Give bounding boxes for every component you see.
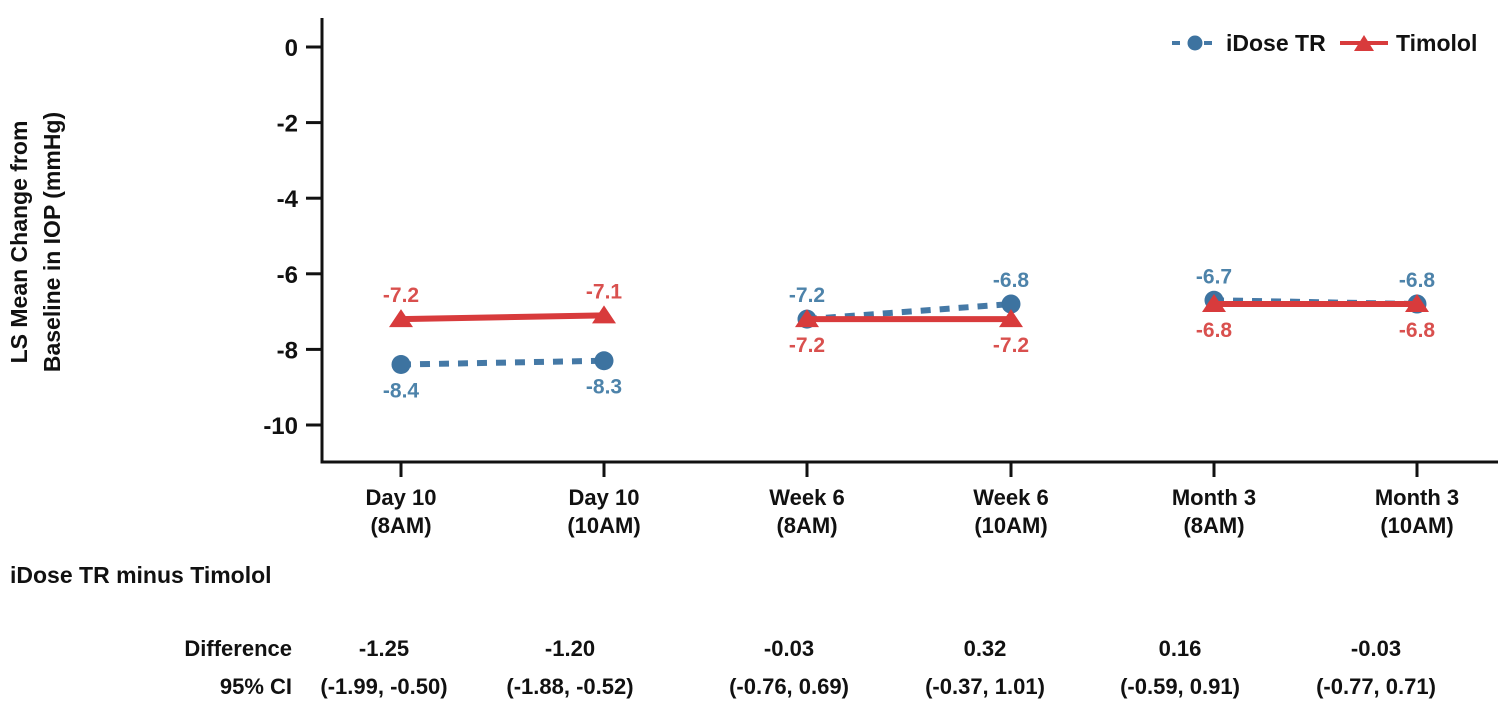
point-label-idose-tr: -8.3 — [586, 376, 622, 399]
marker-timolol — [1405, 294, 1429, 313]
marker-timolol — [389, 309, 413, 328]
x-tick-label-line2: (10AM) — [567, 513, 640, 538]
x-tick-label-line1: Day 10 — [569, 485, 640, 510]
y-axis-title-line2: Baseline in IOP (mmHg) — [39, 112, 65, 372]
x-tick-label-line2: (8AM) — [1183, 513, 1244, 538]
point-label-timolol: -7.2 — [789, 334, 825, 357]
legend-marker-idose-tr — [1187, 35, 1203, 51]
point-label-idose-tr: -8.4 — [383, 380, 420, 403]
x-tick-label-line2: (10AM) — [974, 513, 1047, 538]
point-label-idose-tr: -6.8 — [993, 269, 1030, 292]
series-line-idose-tr — [806, 301, 1012, 323]
y-tick-label: -4 — [277, 186, 299, 213]
x-tick-label-line1: Week 6 — [769, 485, 844, 510]
x-tick-label-line2: (8AM) — [776, 513, 837, 538]
point-label-timolol: -6.8 — [1399, 319, 1436, 342]
point-label-timolol: -7.1 — [586, 280, 623, 303]
point-label-idose-tr: -6.8 — [1399, 269, 1436, 292]
y-axis-title-line1: LS Mean Change from — [6, 121, 32, 364]
legend-label-timolol: Timolol — [1396, 30, 1477, 56]
marker-idose-tr — [391, 355, 411, 375]
marker-idose-tr — [594, 351, 614, 371]
series-line-idose-tr — [400, 357, 605, 368]
marker-timolol — [1202, 294, 1226, 313]
x-tick-label-line1: Month 3 — [1172, 485, 1256, 510]
x-tick-label-line1: Week 6 — [973, 485, 1048, 510]
marker-timolol — [592, 305, 616, 324]
x-tick-label-line1: Month 3 — [1375, 485, 1459, 510]
marker-timolol — [795, 309, 819, 328]
x-tick-label-line2: (10AM) — [1380, 513, 1453, 538]
y-tick-label: -10 — [263, 413, 298, 440]
y-tick-label: -8 — [277, 337, 298, 364]
legend-label-idose-tr: iDose TR — [1226, 30, 1326, 56]
point-label-timolol: -7.2 — [993, 334, 1029, 357]
x-tick-label-line2: (8AM) — [370, 513, 431, 538]
point-label-idose-tr: -7.2 — [789, 284, 825, 307]
point-label-timolol: -6.8 — [1196, 319, 1233, 342]
y-tick-label: 0 — [285, 35, 298, 62]
marker-timolol — [999, 309, 1023, 328]
marker-idose-tr — [1001, 294, 1021, 314]
legend-marker-timolol — [1354, 35, 1374, 51]
x-tick-label-line1: Day 10 — [366, 485, 437, 510]
y-tick-label: -6 — [277, 262, 298, 289]
series-line-timolol — [400, 312, 605, 323]
y-tick-label: -2 — [277, 111, 298, 138]
point-label-timolol: -7.2 — [383, 284, 419, 307]
point-label-idose-tr: -6.7 — [1196, 265, 1232, 288]
